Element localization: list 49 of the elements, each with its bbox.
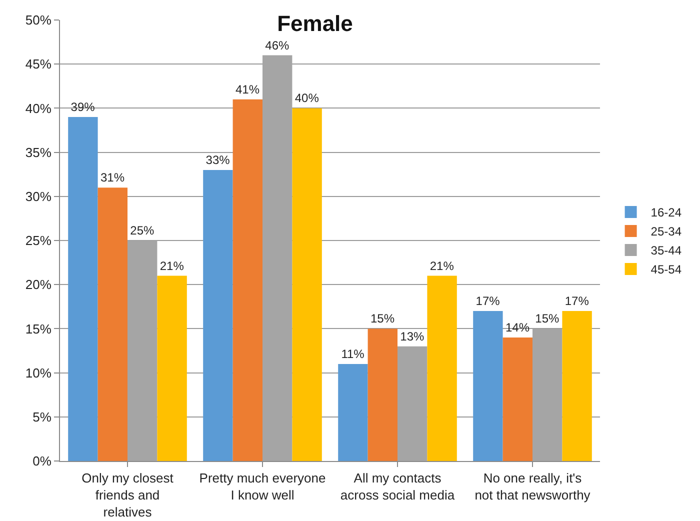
data-label: 39% <box>70 100 96 114</box>
legend-label: 25-34 <box>650 224 682 239</box>
data-label: 17% <box>476 294 500 308</box>
bar <box>68 117 98 461</box>
y-tick-label: 20% <box>25 277 52 292</box>
data-label: 25% <box>130 224 155 238</box>
bar <box>157 276 187 461</box>
bar <box>338 364 368 461</box>
data-label: 15% <box>535 312 560 326</box>
bar <box>292 108 322 461</box>
bar <box>398 346 428 461</box>
bar <box>427 276 457 461</box>
y-tick-label: 40% <box>25 100 52 116</box>
bar <box>98 188 128 461</box>
y-tick-label: 5% <box>32 409 52 424</box>
y-tick-label: 25% <box>25 233 52 248</box>
data-label: 15% <box>370 312 395 326</box>
bar <box>562 311 592 461</box>
y-tick-label: 45% <box>25 56 52 72</box>
y-tick-label: 15% <box>25 321 52 336</box>
bar <box>502 338 532 461</box>
data-label: 11% <box>341 346 365 361</box>
data-label: 46% <box>265 38 290 52</box>
y-tick-label: 0% <box>32 454 52 469</box>
data-label: 40% <box>294 91 320 106</box>
y-tick-label: 30% <box>25 188 52 204</box>
chart-title: Female <box>277 11 353 36</box>
x-tick-label: All my contacts across social media <box>340 470 456 502</box>
legend-label: 45-54 <box>650 262 682 277</box>
data-label: 17% <box>564 294 590 308</box>
bar <box>368 328 398 461</box>
data-label: 31% <box>100 170 125 185</box>
data-label: 14% <box>505 320 530 335</box>
y-tick-label: 10% <box>25 365 52 380</box>
data-label: 21% <box>430 258 454 273</box>
data-label: 21% <box>160 258 184 273</box>
x-tick-label: Pretty much everyone I know well <box>199 470 326 502</box>
legend-label: 35-44 <box>650 244 682 258</box>
x-tick-label: Only my closest friends and relatives <box>82 470 174 520</box>
bar <box>473 311 503 461</box>
y-tick-label: 50% <box>25 12 52 28</box>
bar <box>203 170 233 461</box>
legend-label: 16-24 <box>650 206 682 220</box>
data-label: 41% <box>235 82 260 96</box>
y-tick-label: 35% <box>25 144 52 160</box>
bar <box>232 99 262 461</box>
data-label: 33% <box>206 152 230 167</box>
data-label: 13% <box>400 329 425 344</box>
x-tick-label: No one really, it's not that newsworthy <box>474 470 591 502</box>
